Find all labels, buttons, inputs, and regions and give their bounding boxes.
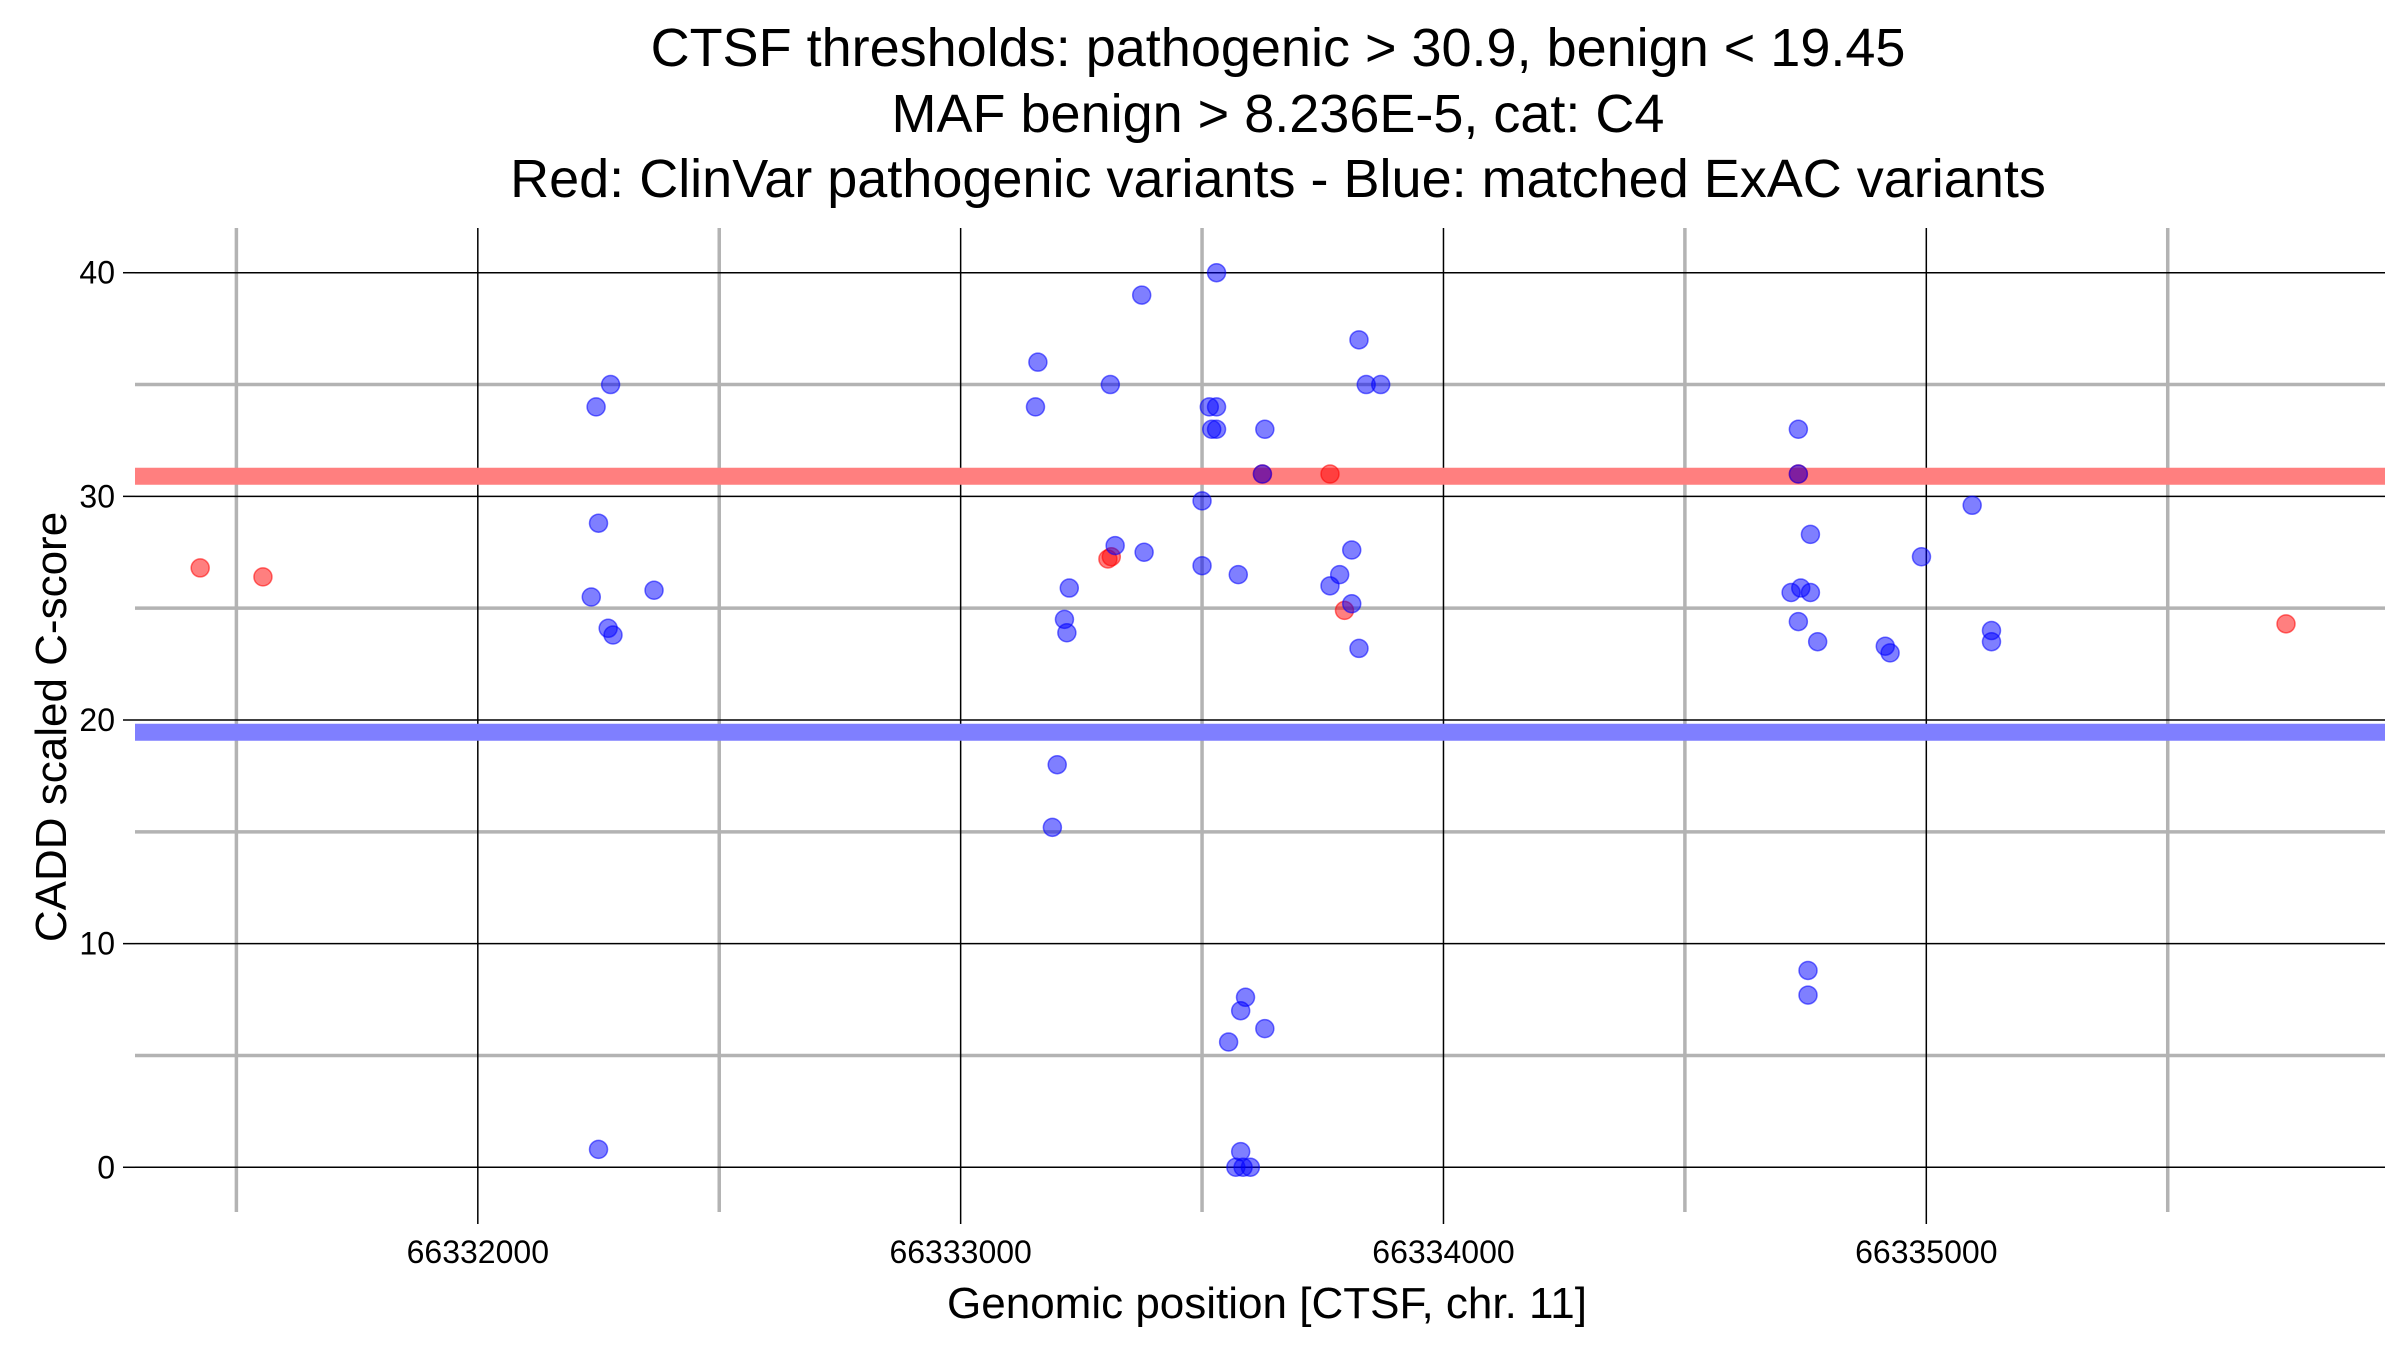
benign-point xyxy=(1800,582,1821,603)
benign-point xyxy=(1788,464,1809,484)
benign-point xyxy=(1341,593,1362,614)
benign-point xyxy=(1788,611,1809,632)
benign-point xyxy=(1252,464,1273,484)
axis-ticks: 0 10 20 30 40 66332000 66333000 66334000 6633500… xyxy=(79,255,1997,1270)
benign-point xyxy=(1047,754,1067,775)
benign-point xyxy=(1962,495,1982,516)
benign-point xyxy=(1349,330,1369,350)
benign-point xyxy=(588,1139,609,1160)
benign-point xyxy=(1240,1157,1261,1178)
pathogenic-point xyxy=(1320,464,1340,484)
x-tick-label: 66335000 xyxy=(1855,1234,1997,1270)
benign-point xyxy=(1105,535,1125,556)
benign-point xyxy=(1981,631,2002,652)
benign-point xyxy=(1228,564,1249,585)
y-axis-title: CADD scaled C-score xyxy=(27,512,76,942)
benign-point xyxy=(1059,578,1080,598)
y-tick-label: 30 xyxy=(79,478,115,514)
benign-point xyxy=(586,397,606,417)
x-axis-title: Genomic position [CTSF, chr. 11] xyxy=(947,1279,1587,1328)
pathogenic-point xyxy=(190,558,210,578)
y-tick-label: 40 xyxy=(79,255,115,291)
major-grid xyxy=(135,228,2385,1212)
benign-point xyxy=(1341,540,1362,560)
benign-point xyxy=(1788,419,1809,440)
benign-point xyxy=(1100,374,1121,395)
benign-point xyxy=(1206,419,1227,440)
x-tick-label: 66332000 xyxy=(407,1234,549,1270)
benign-point xyxy=(1230,1000,1251,1021)
y-tick-label: 20 xyxy=(79,702,115,738)
benign-point xyxy=(603,625,623,645)
benign-point xyxy=(1131,285,1152,305)
benign-point xyxy=(1206,397,1227,417)
pathogenic-point xyxy=(2276,614,2296,634)
threshold-lines xyxy=(135,467,2385,741)
benign-point xyxy=(1798,960,1818,981)
benign-point xyxy=(1206,262,1227,283)
benign-point xyxy=(1028,352,1048,372)
y-tick-label: 0 xyxy=(97,1149,115,1185)
benign-point xyxy=(644,580,664,601)
benign-point xyxy=(1218,1032,1239,1052)
benign-point xyxy=(600,374,621,395)
data-points xyxy=(190,262,2296,1178)
benign-point xyxy=(1349,638,1369,659)
benign-point xyxy=(1255,419,1275,440)
benign-point xyxy=(1807,631,1828,652)
chart-title-line-1: CTSF thresholds: pathogenic > 30.9, beni… xyxy=(651,18,1906,78)
benign-point xyxy=(1025,397,1046,417)
benign-point xyxy=(1192,555,1212,576)
benign-point xyxy=(1370,374,1391,395)
benign-point xyxy=(581,587,602,607)
benign-point xyxy=(1192,491,1212,511)
y-tick-label: 10 xyxy=(79,926,115,962)
benign-point xyxy=(1320,576,1340,596)
benign-point xyxy=(1134,542,1154,563)
benign-point xyxy=(1911,546,1932,567)
pathogenic-point xyxy=(253,567,273,587)
benign-point xyxy=(1057,623,1077,643)
chart-title-line-3: Red: ClinVar pathogenic variants - Blue:… xyxy=(510,149,2046,209)
benign-point xyxy=(1255,1018,1275,1039)
chart-title-line-2: MAF benign > 8.236E-5, cat: C4 xyxy=(892,84,1665,144)
benign-point xyxy=(1042,817,1063,838)
x-tick-label: 66333000 xyxy=(889,1234,1031,1270)
benign-point xyxy=(1880,643,1900,663)
x-tick-label: 66334000 xyxy=(1372,1234,1514,1270)
benign-point xyxy=(588,513,609,533)
benign-point xyxy=(1800,524,1821,545)
benign-point xyxy=(1798,985,1818,1005)
